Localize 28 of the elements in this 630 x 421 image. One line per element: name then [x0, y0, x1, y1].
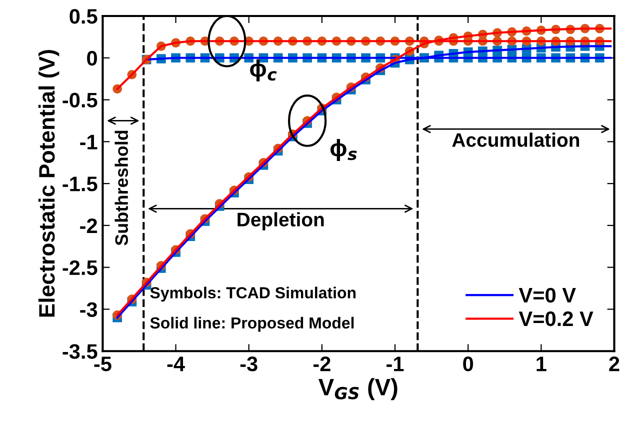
y-tick-label: -0.5 [62, 92, 98, 108]
y-tick-label: -3.5 [62, 344, 98, 359]
y-tick-label: 0.5 [70, 9, 98, 24]
y-tick-label: -2 [80, 218, 97, 233]
y-tick-label: 0 [87, 50, 97, 66]
x-axis-title: V$_{GS}$ (V) [318, 378, 398, 400]
y-axis-title: Electrostatic Potential (V) [38, 50, 60, 317]
x-tick-label: 2 [609, 356, 620, 372]
x-tick-label: -4 [167, 356, 185, 372]
annotation: ϕ$_{c}$ [250, 59, 277, 82]
x-tick-label: 0 [463, 356, 474, 372]
y-tick-label: -3 [80, 302, 98, 318]
x-tick-label: 1 [536, 356, 546, 372]
y-tick-label: -1 [80, 134, 98, 150]
y-tick-label: -1.5 [62, 176, 98, 192]
annotation: Solid line: Proposed Model [150, 316, 354, 332]
annotation: Symbols: TCAD Simulation [150, 286, 356, 302]
y-tick-label: -2.5 [62, 260, 98, 276]
annotation: ϕ$_{s}$ [330, 138, 357, 161]
annotation: Depletion [238, 212, 324, 230]
x-tick-label: -3 [240, 356, 258, 372]
annotation: Subthreshold [114, 130, 128, 246]
annotation: Accumulation [452, 132, 580, 147]
legend-label: V=0 V [518, 288, 576, 303]
legend-label: V=0.2 V [518, 311, 594, 326]
x-tick-label: -2 [313, 356, 330, 372]
x-tick-label: -5 [94, 356, 112, 372]
x-tick-label: -1 [386, 356, 404, 372]
